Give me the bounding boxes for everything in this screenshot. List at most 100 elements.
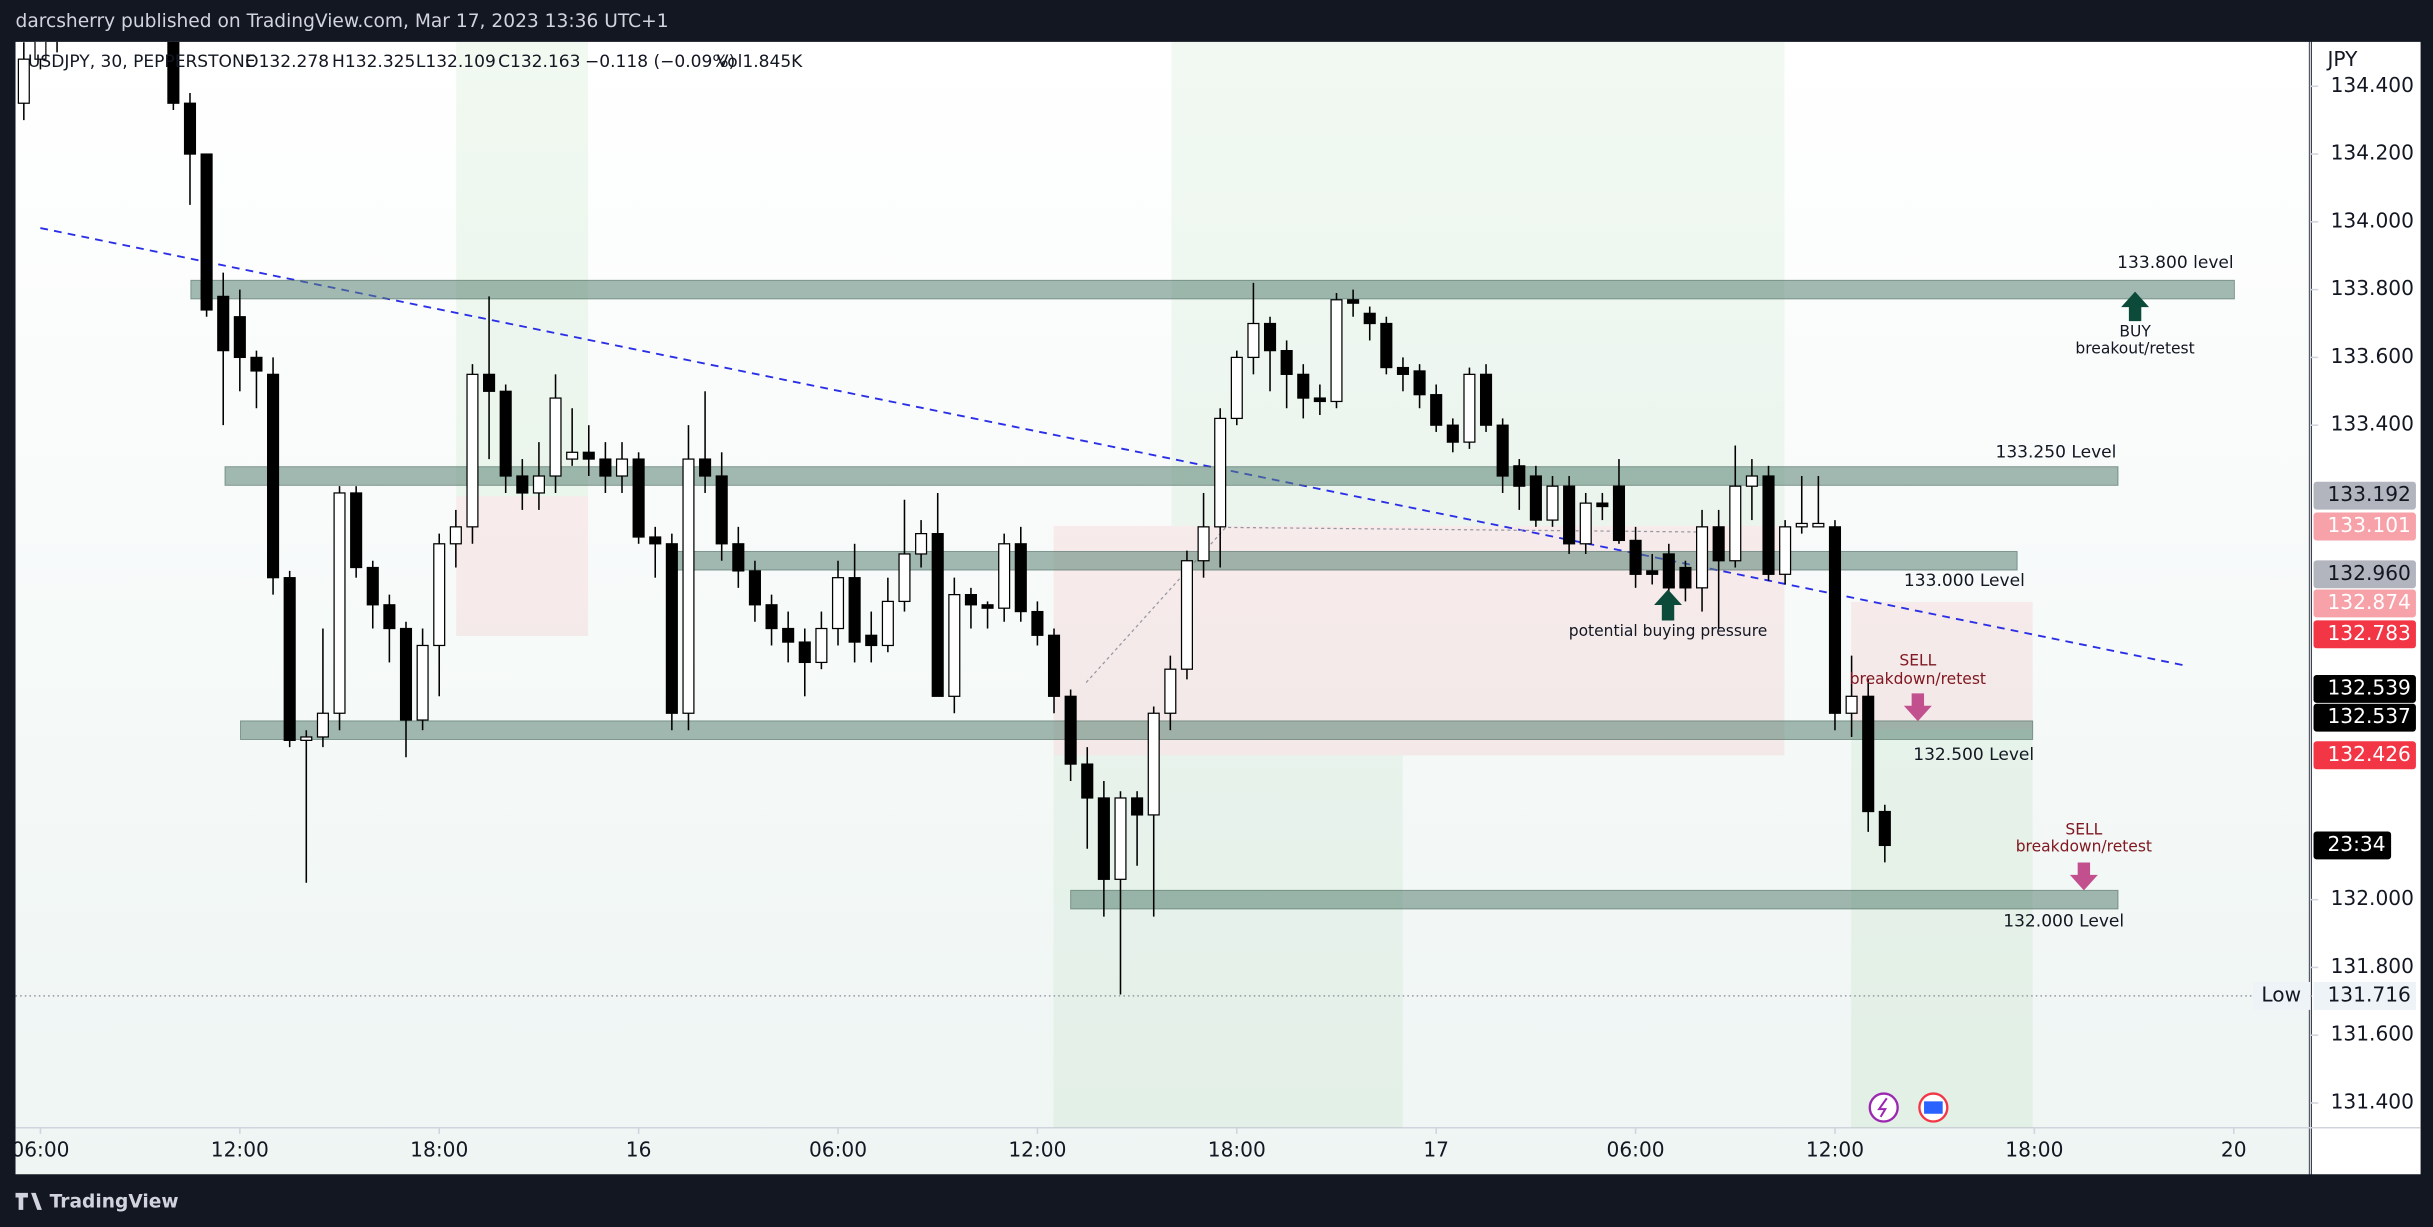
price-badge-label: 132.539 <box>2327 675 2410 699</box>
candle-body <box>449 526 462 545</box>
price-badge <box>2313 703 2416 732</box>
sell-arrow <box>2069 862 2098 891</box>
candle-body <box>649 536 662 545</box>
countdown-badge <box>2313 831 2392 860</box>
trend-line <box>40 227 2185 667</box>
annotation-text: breakdown/retest <box>2016 837 2152 855</box>
candle-body <box>1230 356 1243 420</box>
candle-body <box>1347 299 1360 304</box>
candle-body <box>1131 797 1144 816</box>
buy-arrow <box>2121 291 2150 322</box>
candle-body <box>549 397 562 477</box>
ohlc-close: C132.163 <box>498 52 580 72</box>
candle-body <box>1812 522 1825 528</box>
candle-body <box>499 390 512 477</box>
annotation-title: BUY <box>2119 322 2151 340</box>
ohlc-low: L132.109 <box>416 52 496 72</box>
short-zone <box>1851 601 2033 730</box>
annotation-title: SELL <box>1899 651 1936 669</box>
x-tick-label: 12:00 <box>1008 1137 1066 1161</box>
level-label: 132.500 Level <box>1913 745 2034 765</box>
y-tick-label: 131.400 <box>2331 1089 2414 1113</box>
event-icon[interactable] <box>1868 1092 1899 1123</box>
candle-body <box>1263 322 1277 352</box>
currency: JPY <box>2325 47 2358 71</box>
candle-body <box>1463 373 1476 443</box>
candle-body <box>1563 485 1576 545</box>
candle-body <box>798 641 811 664</box>
candle-body <box>1097 797 1110 880</box>
candle-body <box>964 594 977 606</box>
x-tick-label: 18:00 <box>410 1137 468 1161</box>
candle-body <box>1330 299 1343 403</box>
candles <box>17 41 1891 995</box>
candle-body <box>981 604 994 609</box>
ohlc-open: O132.278 <box>245 52 329 72</box>
y-tick-label: 133.600 <box>2331 344 2414 368</box>
candle-body <box>948 594 961 697</box>
long-zone <box>1053 755 1403 1128</box>
ohlc-high: H132.325 <box>332 52 415 72</box>
candle-body <box>1147 712 1160 816</box>
low-badge <box>2313 981 2416 1010</box>
price-badge-label: 133.192 <box>2327 482 2410 506</box>
y-tick-label: 134.000 <box>2331 208 2414 232</box>
event-icon <box>1877 1097 1888 1118</box>
candle-body <box>1513 465 1526 487</box>
candle-body <box>1729 485 1742 562</box>
candle-body <box>582 451 595 460</box>
price-badge-label: 132.783 <box>2327 621 2410 645</box>
candle-body <box>34 41 47 60</box>
level-label: 133.800 level <box>2117 253 2233 273</box>
candle-body <box>1380 322 1393 369</box>
candle-body <box>782 627 795 643</box>
level-label: 133.000 Level <box>1904 571 2025 591</box>
x-tick-label: 12:00 <box>211 1137 269 1161</box>
candle-body <box>1396 366 1410 375</box>
candle-body <box>1479 373 1493 426</box>
candle-body <box>865 634 878 647</box>
candle-body <box>283 577 296 741</box>
plot-background <box>15 41 2309 1175</box>
candle-body <box>1197 526 1210 562</box>
level-zone <box>190 279 2235 300</box>
candle-body <box>1712 526 1725 562</box>
candle-body <box>466 373 479 528</box>
price-badge <box>2313 674 2416 703</box>
x-tick-label: 06:00 <box>1607 1137 1665 1161</box>
low-name-bg <box>2253 981 2311 1010</box>
candle-body <box>1280 350 1293 375</box>
candle-body <box>1828 526 1842 714</box>
candle-body <box>316 712 329 738</box>
candle-body <box>1214 417 1227 528</box>
candle-body <box>1546 485 1559 521</box>
candle-body <box>1862 695 1875 813</box>
x-tick-label: 18:00 <box>2005 1137 2063 1161</box>
candle-body <box>615 458 629 477</box>
footer: TradingView <box>50 1192 179 1213</box>
candle-body <box>881 600 894 647</box>
candle-body <box>1679 566 1692 589</box>
candle-body <box>1762 475 1775 575</box>
price-badge <box>2313 741 2416 770</box>
low-badge-label: 131.716 <box>2327 982 2410 1006</box>
x-tick-label: 20 <box>2221 1137 2247 1161</box>
countdown: 23:34 <box>2327 832 2385 856</box>
logo <box>15 1192 42 1210</box>
candle-body <box>1297 373 1310 399</box>
header: darcsherry published on TradingView.com,… <box>16 11 669 32</box>
candle-body <box>765 604 778 630</box>
candle-body <box>915 533 928 555</box>
sell-arrow <box>1903 693 1932 722</box>
level-zone <box>669 550 2018 571</box>
candle-body <box>848 577 861 643</box>
symbol[interactable]: USDJPY, 30, PEPPERSTONE <box>28 52 256 72</box>
x-tick-label: 17 <box>1423 1137 1449 1161</box>
candle-body <box>732 543 745 572</box>
long-zone <box>1851 729 2033 1128</box>
y-tick-label: 132.000 <box>2331 886 2414 910</box>
symbol-legend: USDJPY, 30, PEPPERSTONE O132.278 H132.32… <box>28 52 803 72</box>
candle-body <box>1047 634 1061 697</box>
